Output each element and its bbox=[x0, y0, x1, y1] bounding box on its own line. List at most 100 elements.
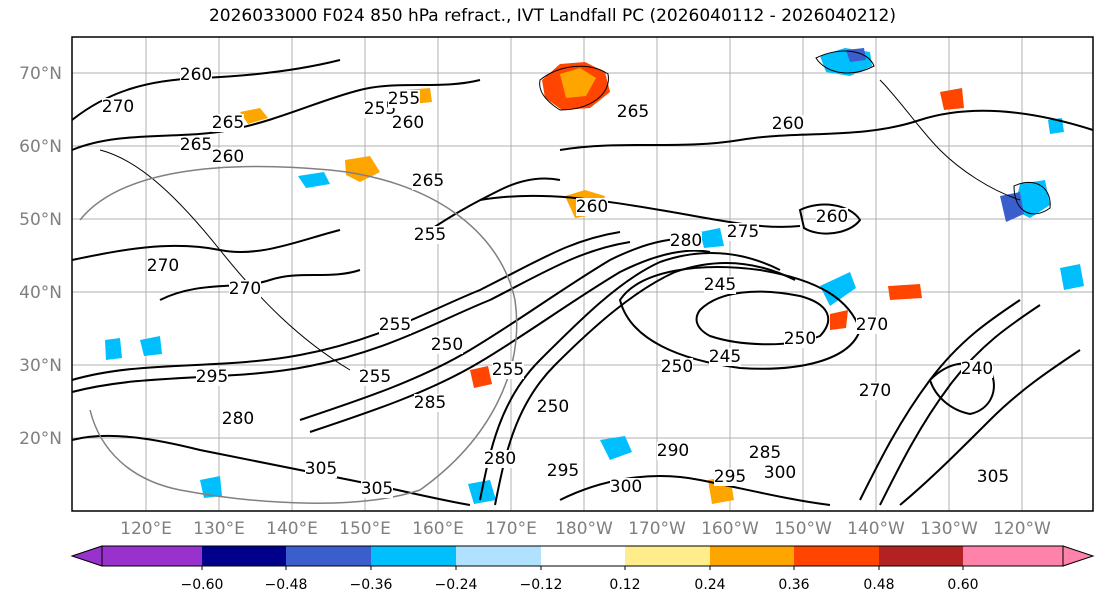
contour-label-bg bbox=[412, 172, 444, 190]
contour-label: 265 bbox=[412, 171, 444, 191]
contour-label: 260 bbox=[576, 197, 608, 217]
colorbar-tick-label: −0.24 bbox=[435, 577, 478, 593]
longitude-tick-label: 170°W bbox=[628, 519, 686, 539]
latitude-tick-label: 70°N bbox=[19, 64, 62, 84]
colorbar-frame bbox=[101, 545, 1064, 567]
shading-patch bbox=[298, 172, 330, 188]
shading-patch bbox=[700, 228, 724, 248]
contour-label-bg bbox=[361, 480, 393, 498]
contour-label-bg bbox=[547, 462, 579, 480]
contour-label: 265 bbox=[180, 135, 212, 155]
contour-label-bg bbox=[856, 316, 888, 334]
contour-label: 260 bbox=[392, 113, 424, 133]
colorbar-tick-label: −0.12 bbox=[520, 577, 563, 593]
contour-label-bg bbox=[388, 90, 420, 108]
thin-contour-line bbox=[1013, 181, 1051, 215]
contour-label: 265 bbox=[617, 102, 649, 122]
colorbar-box bbox=[371, 546, 456, 566]
latitude-tick-label: 20°N bbox=[19, 429, 62, 449]
contour-label: 300 bbox=[764, 463, 796, 483]
contour-label-bg bbox=[709, 348, 741, 366]
longitude-tick-label: 170°E bbox=[485, 519, 537, 539]
contour-label: 305 bbox=[361, 479, 393, 499]
contour-line bbox=[928, 362, 995, 416]
contour-label-bg bbox=[727, 223, 759, 241]
shading-patch bbox=[888, 284, 922, 300]
latitude-tick-label: 60°N bbox=[19, 137, 62, 157]
shading-patch bbox=[820, 272, 856, 306]
contour-label: 270 bbox=[229, 279, 261, 299]
contour-label: 295 bbox=[714, 467, 746, 487]
contour-label-bg bbox=[222, 410, 254, 428]
contour-label-bg bbox=[359, 368, 391, 386]
contour-line bbox=[479, 251, 781, 501]
contour-label: 250 bbox=[661, 357, 693, 377]
contour-label: 255 bbox=[359, 367, 391, 387]
colorbar-box bbox=[541, 546, 625, 566]
contour-label: 265 bbox=[212, 113, 244, 133]
contour-label: 240 bbox=[961, 359, 993, 379]
shading-patch bbox=[200, 476, 222, 498]
contour-label: 280 bbox=[222, 409, 254, 429]
thin-contour-line bbox=[879, 79, 1021, 201]
colorbar-box bbox=[202, 546, 286, 566]
contour-label: 250 bbox=[784, 329, 816, 349]
thin-contour-line bbox=[815, 50, 875, 74]
contour-label-bg bbox=[714, 468, 746, 486]
contour-label: 255 bbox=[492, 360, 524, 380]
contour-label-bg bbox=[784, 330, 816, 348]
contour-label-bg bbox=[196, 368, 228, 386]
contour-label-bg bbox=[617, 103, 649, 121]
contour-label-bg bbox=[431, 336, 463, 354]
contour-label: 300 bbox=[610, 477, 642, 497]
contour-label-bg bbox=[102, 98, 134, 116]
contour-label: 250 bbox=[537, 397, 569, 417]
longitude-tick-label: 120°W bbox=[993, 519, 1051, 539]
contour-line bbox=[899, 349, 1081, 506]
contour-label-bg bbox=[229, 280, 261, 298]
contour-label-bg bbox=[147, 257, 179, 275]
thin-contours bbox=[99, 50, 1051, 371]
longitude-tick-label: 180°W bbox=[555, 519, 613, 539]
contour-label-bg bbox=[704, 276, 736, 294]
shading-patch bbox=[140, 336, 162, 356]
longitude-tick-label: 160°E bbox=[412, 519, 464, 539]
latitude-tick-label: 40°N bbox=[19, 283, 62, 303]
contour-label-bg bbox=[977, 468, 1009, 486]
contour-label: 270 bbox=[856, 315, 888, 335]
contour-label-bg bbox=[180, 66, 212, 84]
contour-label-bg bbox=[764, 464, 796, 482]
map-frame bbox=[71, 36, 1094, 512]
contour-label-bg bbox=[661, 358, 693, 376]
contour-label-bg bbox=[576, 198, 608, 216]
colorbar-tick-label: 0.24 bbox=[694, 577, 725, 593]
shading-patch bbox=[940, 88, 964, 110]
contour-label-bg bbox=[749, 444, 781, 462]
colorbar-tick-label: 0.48 bbox=[863, 577, 894, 593]
contour-label: 255 bbox=[379, 315, 411, 335]
colorbar-tick-label: −0.36 bbox=[350, 577, 393, 593]
contour-label-bg bbox=[772, 115, 804, 133]
ivt-outline bbox=[79, 165, 518, 504]
shading-patch bbox=[345, 156, 380, 182]
contour-label-bg bbox=[414, 226, 446, 244]
thin-contour-line bbox=[99, 149, 351, 371]
contour-label: 270 bbox=[147, 256, 179, 276]
longitude-tick-label: 150°W bbox=[774, 519, 832, 539]
contour-label-bg bbox=[657, 442, 689, 460]
contour-label: 260 bbox=[180, 65, 212, 85]
contour-label: 245 bbox=[709, 347, 741, 367]
contour-label: 270 bbox=[859, 381, 891, 401]
contour-label: 305 bbox=[305, 459, 337, 479]
contour-labels: 2702602652652602552602652552552602652602… bbox=[102, 65, 1009, 499]
contour-line bbox=[559, 109, 1094, 151]
contour-line bbox=[71, 241, 631, 393]
colorbar-extend-high bbox=[1062, 545, 1095, 567]
contour-label-bg bbox=[212, 148, 244, 166]
contour-label: 270 bbox=[102, 97, 134, 117]
contour-label: 255 bbox=[414, 225, 446, 245]
contour-label: 305 bbox=[977, 467, 1009, 487]
contour-label: 260 bbox=[212, 147, 244, 167]
longitude-tick-label: 160°W bbox=[701, 519, 759, 539]
latitude-tick-label: 30°N bbox=[19, 356, 62, 376]
